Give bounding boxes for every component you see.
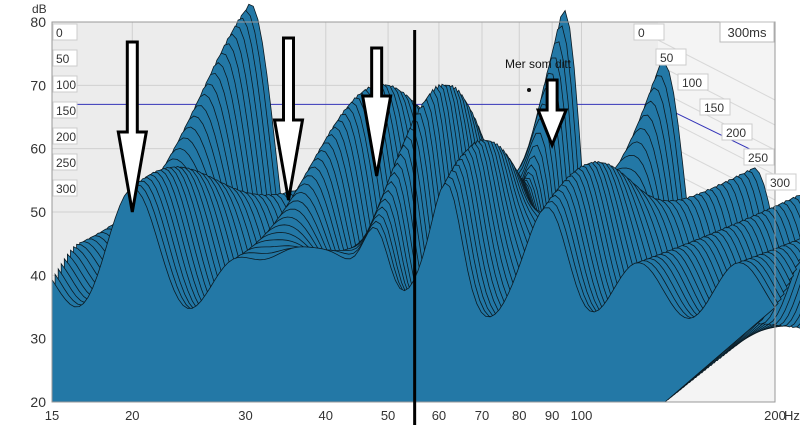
x-tick-label: 15 — [45, 408, 59, 423]
time-tick-label-left: 250 — [56, 156, 76, 170]
x-tick-label: 80 — [512, 408, 526, 423]
annotation-dot — [527, 88, 531, 92]
x-tick-label: 20 — [125, 408, 139, 423]
time-window-box: 300ms — [720, 22, 774, 42]
time-tick-label-left: 200 — [56, 130, 76, 144]
time-window-label: 300ms — [727, 25, 767, 40]
time-tick-label-left: 150 — [56, 104, 76, 118]
time-tick-label-left: 100 — [56, 78, 76, 92]
time-tick-label-right: 300 — [770, 176, 790, 190]
x-tick-label: 200 — [764, 408, 786, 423]
time-tick-label-right: 50 — [660, 51, 674, 65]
time-tick-label-right: 0 — [638, 26, 645, 40]
time-tick-label-right: 250 — [748, 151, 768, 165]
x-tick-label: 60 — [432, 408, 446, 423]
time-tick-label-right: 150 — [704, 101, 724, 115]
time-tick-label-left: 300 — [56, 182, 76, 196]
x-tick-label: 30 — [238, 408, 252, 423]
y-tick-label: 70 — [30, 77, 46, 93]
y-tick-label: 80 — [30, 14, 46, 30]
x-tick-label: 100 — [571, 408, 593, 423]
x-tick-label: 40 — [319, 408, 333, 423]
time-tick-label-left: 0 — [56, 26, 63, 40]
y-tick-label: 30 — [30, 331, 46, 347]
x-unit-label: Hz — [784, 408, 800, 423]
x-tick-label: 70 — [475, 408, 489, 423]
x-tick-label: 90 — [545, 408, 559, 423]
annotation-text: Mer som ditt — [505, 57, 572, 71]
y-tick-label: 50 — [30, 204, 46, 220]
time-tick-label-left: 50 — [56, 52, 70, 66]
time-tick-label-right: 100 — [682, 76, 702, 90]
time-tick-label-right: 200 — [726, 126, 746, 140]
x-tick-label: 50 — [381, 408, 395, 423]
y-tick-label: 40 — [30, 267, 46, 283]
y-tick-label: 60 — [30, 141, 46, 157]
